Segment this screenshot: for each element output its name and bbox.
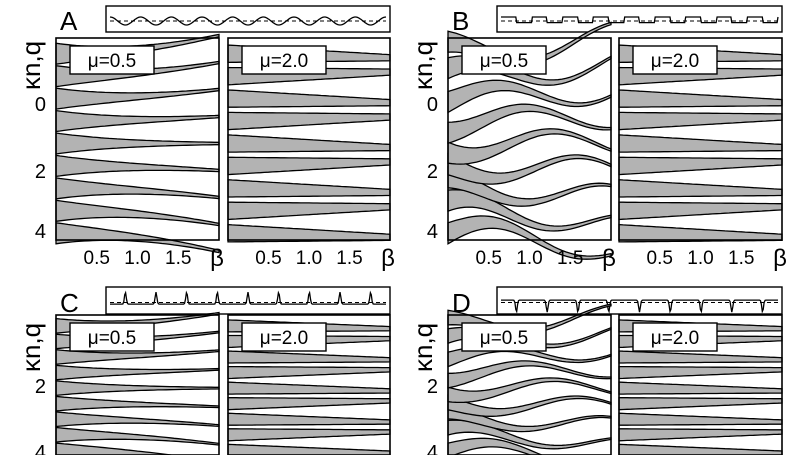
subplot-c-mu20: μ=2.0	[227, 314, 391, 455]
inset-potential-curve	[501, 16, 779, 24]
plot-frame	[618, 314, 783, 455]
mu-label: μ=2.0	[260, 328, 308, 349]
x-ticks-a: 0.5 1.0 1.5 β 0.5 1.0 1.5 β	[84, 245, 395, 272]
panel-letter-d: D	[452, 288, 471, 318]
x-axis-label: β	[773, 245, 787, 272]
potential-inset-c	[105, 286, 391, 315]
x-axis-label: β	[381, 245, 395, 272]
mu-label: μ=2.0	[260, 51, 308, 72]
x-tick-label: 0.5	[84, 248, 110, 269]
y-axis-label-c: κn,q	[16, 323, 46, 372]
plot-frame	[55, 37, 220, 241]
x-tick-label: 1.0	[296, 248, 322, 269]
energy-band	[55, 442, 176, 455]
y-axis-label-d: κn,q	[408, 323, 438, 372]
plot-frame	[55, 314, 220, 455]
mu-label-box	[632, 322, 718, 352]
y-tick-label: 4	[35, 442, 46, 455]
plot-frame	[618, 37, 783, 241]
mu-label-box	[69, 322, 155, 352]
x-tick-label: 0.5	[647, 248, 673, 269]
inset-frame	[105, 286, 391, 315]
x-tick-label: 1.5	[728, 248, 754, 269]
mu-label: μ=0.5	[480, 51, 528, 72]
x-tick-label: 1.0	[124, 248, 150, 269]
y-tick-label: 2	[427, 161, 438, 183]
x-tick-label: 0.5	[476, 248, 502, 269]
y-tick-label: 0	[35, 94, 46, 116]
y-axis-label-text-c: κn,q	[16, 323, 46, 372]
mu-label-box	[241, 45, 327, 75]
subplot-a-mu20: μ=2.0	[227, 37, 391, 243]
mu-label: μ=0.5	[88, 51, 136, 72]
y-tick-label: 2	[35, 376, 46, 398]
potential-inset-b	[496, 5, 783, 33]
y-axis-label-text-b: κn,q	[408, 41, 438, 90]
inset-potential-curve	[501, 299, 778, 314]
mu-label: μ=2.0	[651, 328, 699, 349]
x-tick-label: 1.5	[336, 248, 362, 269]
mu-label-box	[461, 45, 547, 75]
energy-band	[447, 215, 612, 260]
panel-a: A κn,q μ=0.5 μ=2.0 0 2 4 0.5 1.0 1.5 β 0.5 1.0 1…	[16, 5, 395, 272]
panel-letter-a: A	[60, 6, 78, 36]
subplot-d-mu05: μ=0.5	[447, 303, 612, 455]
panel-c: C κn,q μ=0.5 μ=2.0 24	[16, 286, 391, 455]
energy-band	[447, 437, 544, 455]
potential-inset-d	[496, 286, 783, 315]
mu-label: μ=2.0	[651, 51, 699, 72]
subplot-d-mu20: μ=2.0	[618, 314, 783, 455]
y-axis-label-b: κn,q	[408, 41, 438, 90]
mu-label-box	[69, 45, 155, 75]
panel-letter-c: C	[60, 288, 79, 318]
mu-label-box	[241, 322, 327, 352]
plot-frame	[447, 314, 612, 455]
x-tick-label: 1.5	[557, 248, 583, 269]
y-axis-label-text-d: κn,q	[408, 323, 438, 372]
y-tick-label: 4	[427, 221, 438, 243]
y-axis-label-a: κn,q	[16, 41, 46, 90]
inset-potential-curve	[110, 290, 386, 305]
y-tick-label: 2	[35, 161, 46, 183]
mu-label-box	[461, 322, 547, 352]
subplot-a-mu05: μ=0.5	[55, 33, 220, 254]
y-tick-label: 4	[35, 221, 46, 243]
y-ticks-c: 24	[35, 376, 46, 455]
x-tick-label: 1.0	[516, 248, 542, 269]
x-tick-label: 1.0	[687, 248, 713, 269]
y-ticks-b: 0 2 4	[427, 94, 438, 243]
x-tick-label: 0.5	[255, 248, 281, 269]
y-tick-label: 0	[427, 94, 438, 116]
subplot-b-mu20: μ=2.0	[618, 37, 783, 243]
inset-potential-curve	[109, 16, 387, 26]
mu-label: μ=0.5	[480, 328, 528, 349]
y-axis-label-text-a: κn,q	[16, 41, 46, 90]
y-ticks-d: 24	[427, 376, 438, 455]
potential-inset-a	[105, 5, 391, 33]
mu-label-box	[632, 45, 718, 75]
plot-frame	[447, 37, 612, 241]
mu-label: μ=0.5	[88, 328, 136, 349]
y-ticks-a: 0 2 4	[35, 94, 46, 243]
subplot-c-mu05: μ=0.5	[55, 311, 220, 455]
x-axis-label: β	[602, 245, 616, 272]
panel-letter-b: B	[452, 6, 469, 36]
x-tick-label: 1.5	[165, 248, 191, 269]
x-axis-label: β	[210, 245, 224, 272]
y-tick-label: 4	[427, 442, 438, 455]
x-ticks-b: 0.5 1.0 1.5 β 0.5 1.0 1.5 β	[476, 245, 787, 272]
inset-frame	[105, 5, 391, 33]
panel-b: B κn,q μ=0.5 μ=2.0 0 2 4 0.5 1.0 1.5 β 0.5 1.0 1…	[408, 5, 787, 272]
subplot-b-mu05: μ=0.5	[447, 21, 612, 260]
y-tick-label: 2	[427, 376, 438, 398]
plot-frame	[227, 314, 391, 455]
plot-frame	[227, 37, 391, 241]
panel-d: D κn,q μ=0.5 μ=2.0 24	[408, 286, 783, 455]
